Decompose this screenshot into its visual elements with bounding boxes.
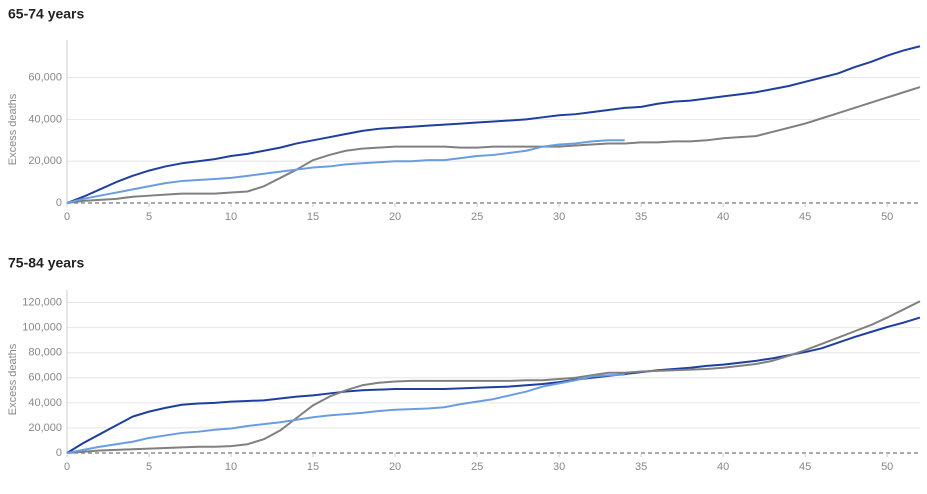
y-tick-label: 80,000: [28, 347, 62, 359]
x-tick-label: 40: [717, 461, 729, 473]
x-tick-label: 45: [799, 211, 811, 223]
series-line: [66, 45, 921, 204]
series-line: [66, 86, 921, 204]
series-line: [66, 373, 625, 454]
x-tick-label: 20: [389, 461, 401, 473]
y-tick-label: 60,000: [28, 372, 62, 384]
y-tick-label: 100,000: [22, 322, 62, 334]
x-tick-label: 35: [635, 461, 647, 473]
x-tick-label: 20: [389, 211, 401, 223]
x-tick-label: 40: [717, 211, 729, 223]
x-tick-label: 45: [799, 461, 811, 473]
x-tick-label: 5: [146, 211, 152, 223]
y-axis-label: Excess deaths: [7, 93, 19, 165]
x-tick-label: 30: [553, 211, 565, 223]
y-tick-label: 0: [56, 447, 62, 459]
x-tick-label: 0: [64, 461, 70, 473]
x-tick-label: 30: [553, 461, 565, 473]
chart-title: 65-74 years: [8, 6, 85, 22]
x-tick-label: 15: [307, 211, 319, 223]
x-tick-label: 50: [881, 211, 893, 223]
chart-title: 75-84 years: [8, 255, 85, 271]
x-tick-label: 0: [64, 211, 70, 223]
y-axis-label: Excess deaths: [7, 343, 19, 415]
y-tick-label: 20,000: [28, 422, 62, 434]
x-tick-label: 15: [307, 461, 319, 473]
x-tick-label: 10: [225, 461, 237, 473]
y-tick-label: 60,000: [28, 72, 62, 84]
x-tick-label: 25: [471, 211, 483, 223]
series-line: [66, 316, 921, 454]
x-tick-label: 5: [146, 461, 152, 473]
series-line: [66, 139, 625, 204]
y-tick-label: 20,000: [28, 155, 62, 167]
y-tick-label: 40,000: [28, 113, 62, 125]
x-tick-label: 35: [635, 211, 647, 223]
x-tick-label: 50: [881, 461, 893, 473]
y-tick-label: 0: [56, 197, 62, 209]
x-tick-label: 25: [471, 461, 483, 473]
y-tick-label: 40,000: [28, 397, 62, 409]
y-tick-label: 120,000: [22, 296, 62, 308]
x-tick-label: 10: [225, 211, 237, 223]
series-line: [66, 300, 921, 454]
